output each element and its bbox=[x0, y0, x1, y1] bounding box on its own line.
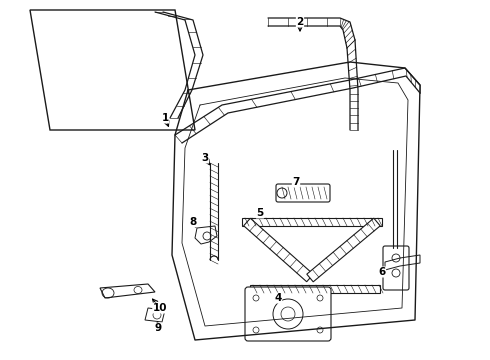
Text: 1: 1 bbox=[161, 113, 169, 123]
Polygon shape bbox=[244, 218, 313, 282]
Polygon shape bbox=[307, 218, 380, 282]
Text: 9: 9 bbox=[154, 323, 162, 333]
FancyBboxPatch shape bbox=[276, 184, 330, 202]
Text: 8: 8 bbox=[189, 217, 196, 227]
Text: 6: 6 bbox=[378, 267, 386, 277]
Text: 10: 10 bbox=[153, 303, 167, 313]
FancyBboxPatch shape bbox=[245, 287, 331, 341]
Text: 7: 7 bbox=[293, 177, 300, 187]
FancyBboxPatch shape bbox=[383, 246, 409, 290]
Bar bbox=[242, 218, 382, 226]
Text: 5: 5 bbox=[256, 208, 264, 218]
Text: 4: 4 bbox=[274, 293, 282, 303]
Text: 2: 2 bbox=[296, 17, 304, 27]
Text: 3: 3 bbox=[201, 153, 209, 163]
Bar bbox=[250, 285, 380, 293]
